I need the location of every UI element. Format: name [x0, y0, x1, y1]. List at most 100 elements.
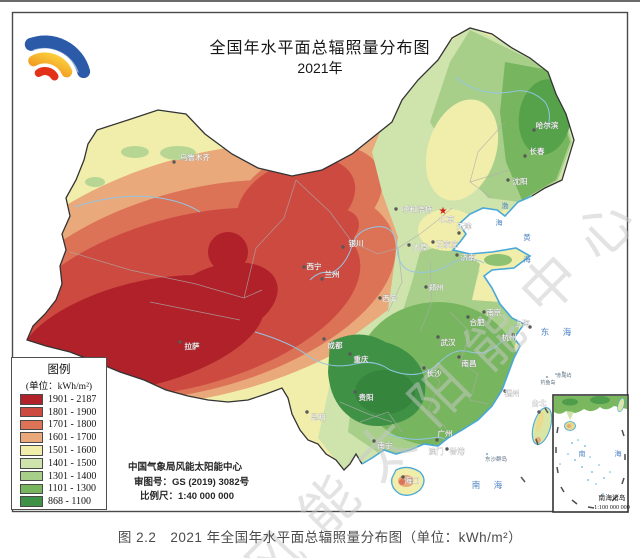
capital-label: 北京 — [440, 214, 455, 224]
city-dot — [348, 352, 352, 356]
city-label: 长沙 — [427, 368, 442, 378]
national-border — [26, 27, 575, 471]
city-label: 哈尔滨 — [536, 120, 559, 130]
city-label: 海口 — [405, 475, 420, 485]
legend-range: 1601 - 1700 — [48, 432, 97, 444]
sea-label: 海 — [523, 254, 531, 264]
legend-item: 1101 - 1300 — [20, 483, 106, 494]
city-label: 重庆 — [354, 354, 369, 364]
sea-label: 东 — [541, 327, 550, 337]
inset-title: 南海诸岛 — [598, 493, 625, 502]
city-dot — [506, 178, 510, 182]
city-label: 合肥 — [470, 317, 485, 327]
inset-sea-label: 南 — [579, 449, 586, 458]
city-label: 南宁 — [378, 440, 393, 450]
sea-label: 海 — [496, 218, 503, 227]
sea-label: 黄 — [523, 232, 531, 242]
legend-swatch — [20, 483, 43, 495]
hainan-island — [391, 466, 425, 496]
legend-item: 868 - 1100 — [20, 496, 106, 507]
city-dot — [431, 240, 435, 244]
map-title: 全国年水平面总辐照量分布图 — [209, 40, 431, 57]
legend-range: 1301 - 1400 — [48, 470, 97, 482]
legend-item: 1501 - 1600 — [20, 445, 106, 456]
city-label: 南昌 — [462, 358, 477, 368]
city-label: 长春 — [530, 146, 545, 156]
city-label: 南京 — [487, 307, 502, 317]
city-dot — [435, 438, 439, 442]
legend-swatch — [20, 445, 43, 456]
city-label: 西安 — [383, 293, 398, 303]
legend-item: 1901 - 2187 — [20, 394, 106, 405]
coastline — [361, 195, 533, 465]
legend-swatch — [20, 458, 43, 469]
city-dot — [424, 285, 428, 289]
legend-swatch — [20, 394, 43, 405]
legend-range: 1501 - 1600 — [48, 444, 97, 456]
legend-swatch — [20, 496, 43, 507]
legend-swatch — [20, 470, 43, 482]
city-label: 石家庄 — [436, 239, 459, 249]
city-dot — [445, 447, 449, 451]
city-dot — [305, 410, 309, 414]
legend-range: 1901 - 2187 — [48, 393, 97, 405]
cma-wsec-logo — [24, 35, 91, 81]
sea-label: 海 — [494, 480, 503, 490]
city-label: 拉萨 — [185, 341, 200, 351]
city-label: 昆明 — [311, 413, 326, 422]
legend-swatch — [20, 432, 43, 443]
legend-title: 图例 — [47, 364, 71, 376]
source-org: 中国气象局风能太阳能中心 — [128, 462, 243, 473]
city-dot — [407, 243, 411, 247]
city-dot — [178, 340, 182, 344]
legend-unit: (单位：kWh/m²) — [25, 382, 93, 392]
sea-label: 海 — [563, 327, 572, 337]
city-dot — [532, 128, 536, 132]
city-label: 澳门 — [429, 446, 444, 456]
city-label: 成都 — [328, 340, 343, 350]
city-dot — [394, 207, 398, 211]
legend-range: 1401 - 1500 — [48, 457, 97, 469]
legend-range: 1801 - 1900 — [48, 406, 97, 418]
islet-label: 赤尾屿 — [556, 372, 571, 379]
province-borders — [69, 121, 511, 433]
city-label: 郑州 — [429, 282, 444, 292]
capital-star-icon: ★ — [439, 206, 448, 217]
city-dot — [537, 410, 541, 414]
island-marks — [486, 371, 564, 483]
city-label: 广州 — [438, 428, 453, 438]
city-dot — [503, 389, 507, 393]
legend-range: 1701 - 1800 — [48, 419, 97, 431]
city-dot — [482, 310, 486, 314]
approval-number: 审图号：GS (2019) 3082号 — [134, 476, 250, 488]
city-label: 天津 — [457, 222, 472, 231]
city-dot — [457, 231, 461, 235]
city-label: 武汉 — [441, 337, 456, 347]
city-label: 银川 — [349, 239, 364, 248]
city-dot — [436, 335, 440, 339]
city-label: 西宁 — [307, 261, 322, 271]
source-block: 中国气象局风能太阳能中心 审图号：GS (2019) 3082号 比例尺：1:4… — [128, 461, 249, 505]
city-label: 济南 — [461, 252, 476, 262]
city-label: 沈阳 — [513, 176, 528, 186]
city-label: 贵阳 — [359, 392, 374, 402]
city-dot — [422, 366, 426, 370]
sea-labels: 渤海黄海东 海南 海南海 — [472, 201, 622, 490]
legend-box: 图例 (单位：kWh/m²) 1901 - 2187 1801 - 1900 170… — [11, 357, 107, 510]
city-dot — [341, 245, 345, 249]
city-dot — [302, 265, 306, 269]
city-dot — [523, 154, 527, 158]
figure-caption: 图 2.2 2021 年全国年水平面总辐照量分布图（单位：kWh/m²） — [117, 530, 523, 545]
city-label: 太原 — [413, 242, 428, 252]
city-label: 呼和浩特 — [402, 204, 432, 214]
legend-item: 1701 - 1800 — [20, 419, 106, 430]
city-dot — [511, 333, 515, 337]
city-label: 乌鲁木齐 — [180, 152, 210, 162]
city-dot — [172, 160, 176, 164]
city-label: 福州 — [505, 389, 520, 398]
legend-swatch — [20, 419, 43, 431]
map-scale: 比例尺：1:40 000 000 — [140, 491, 234, 502]
rivers — [74, 76, 550, 441]
